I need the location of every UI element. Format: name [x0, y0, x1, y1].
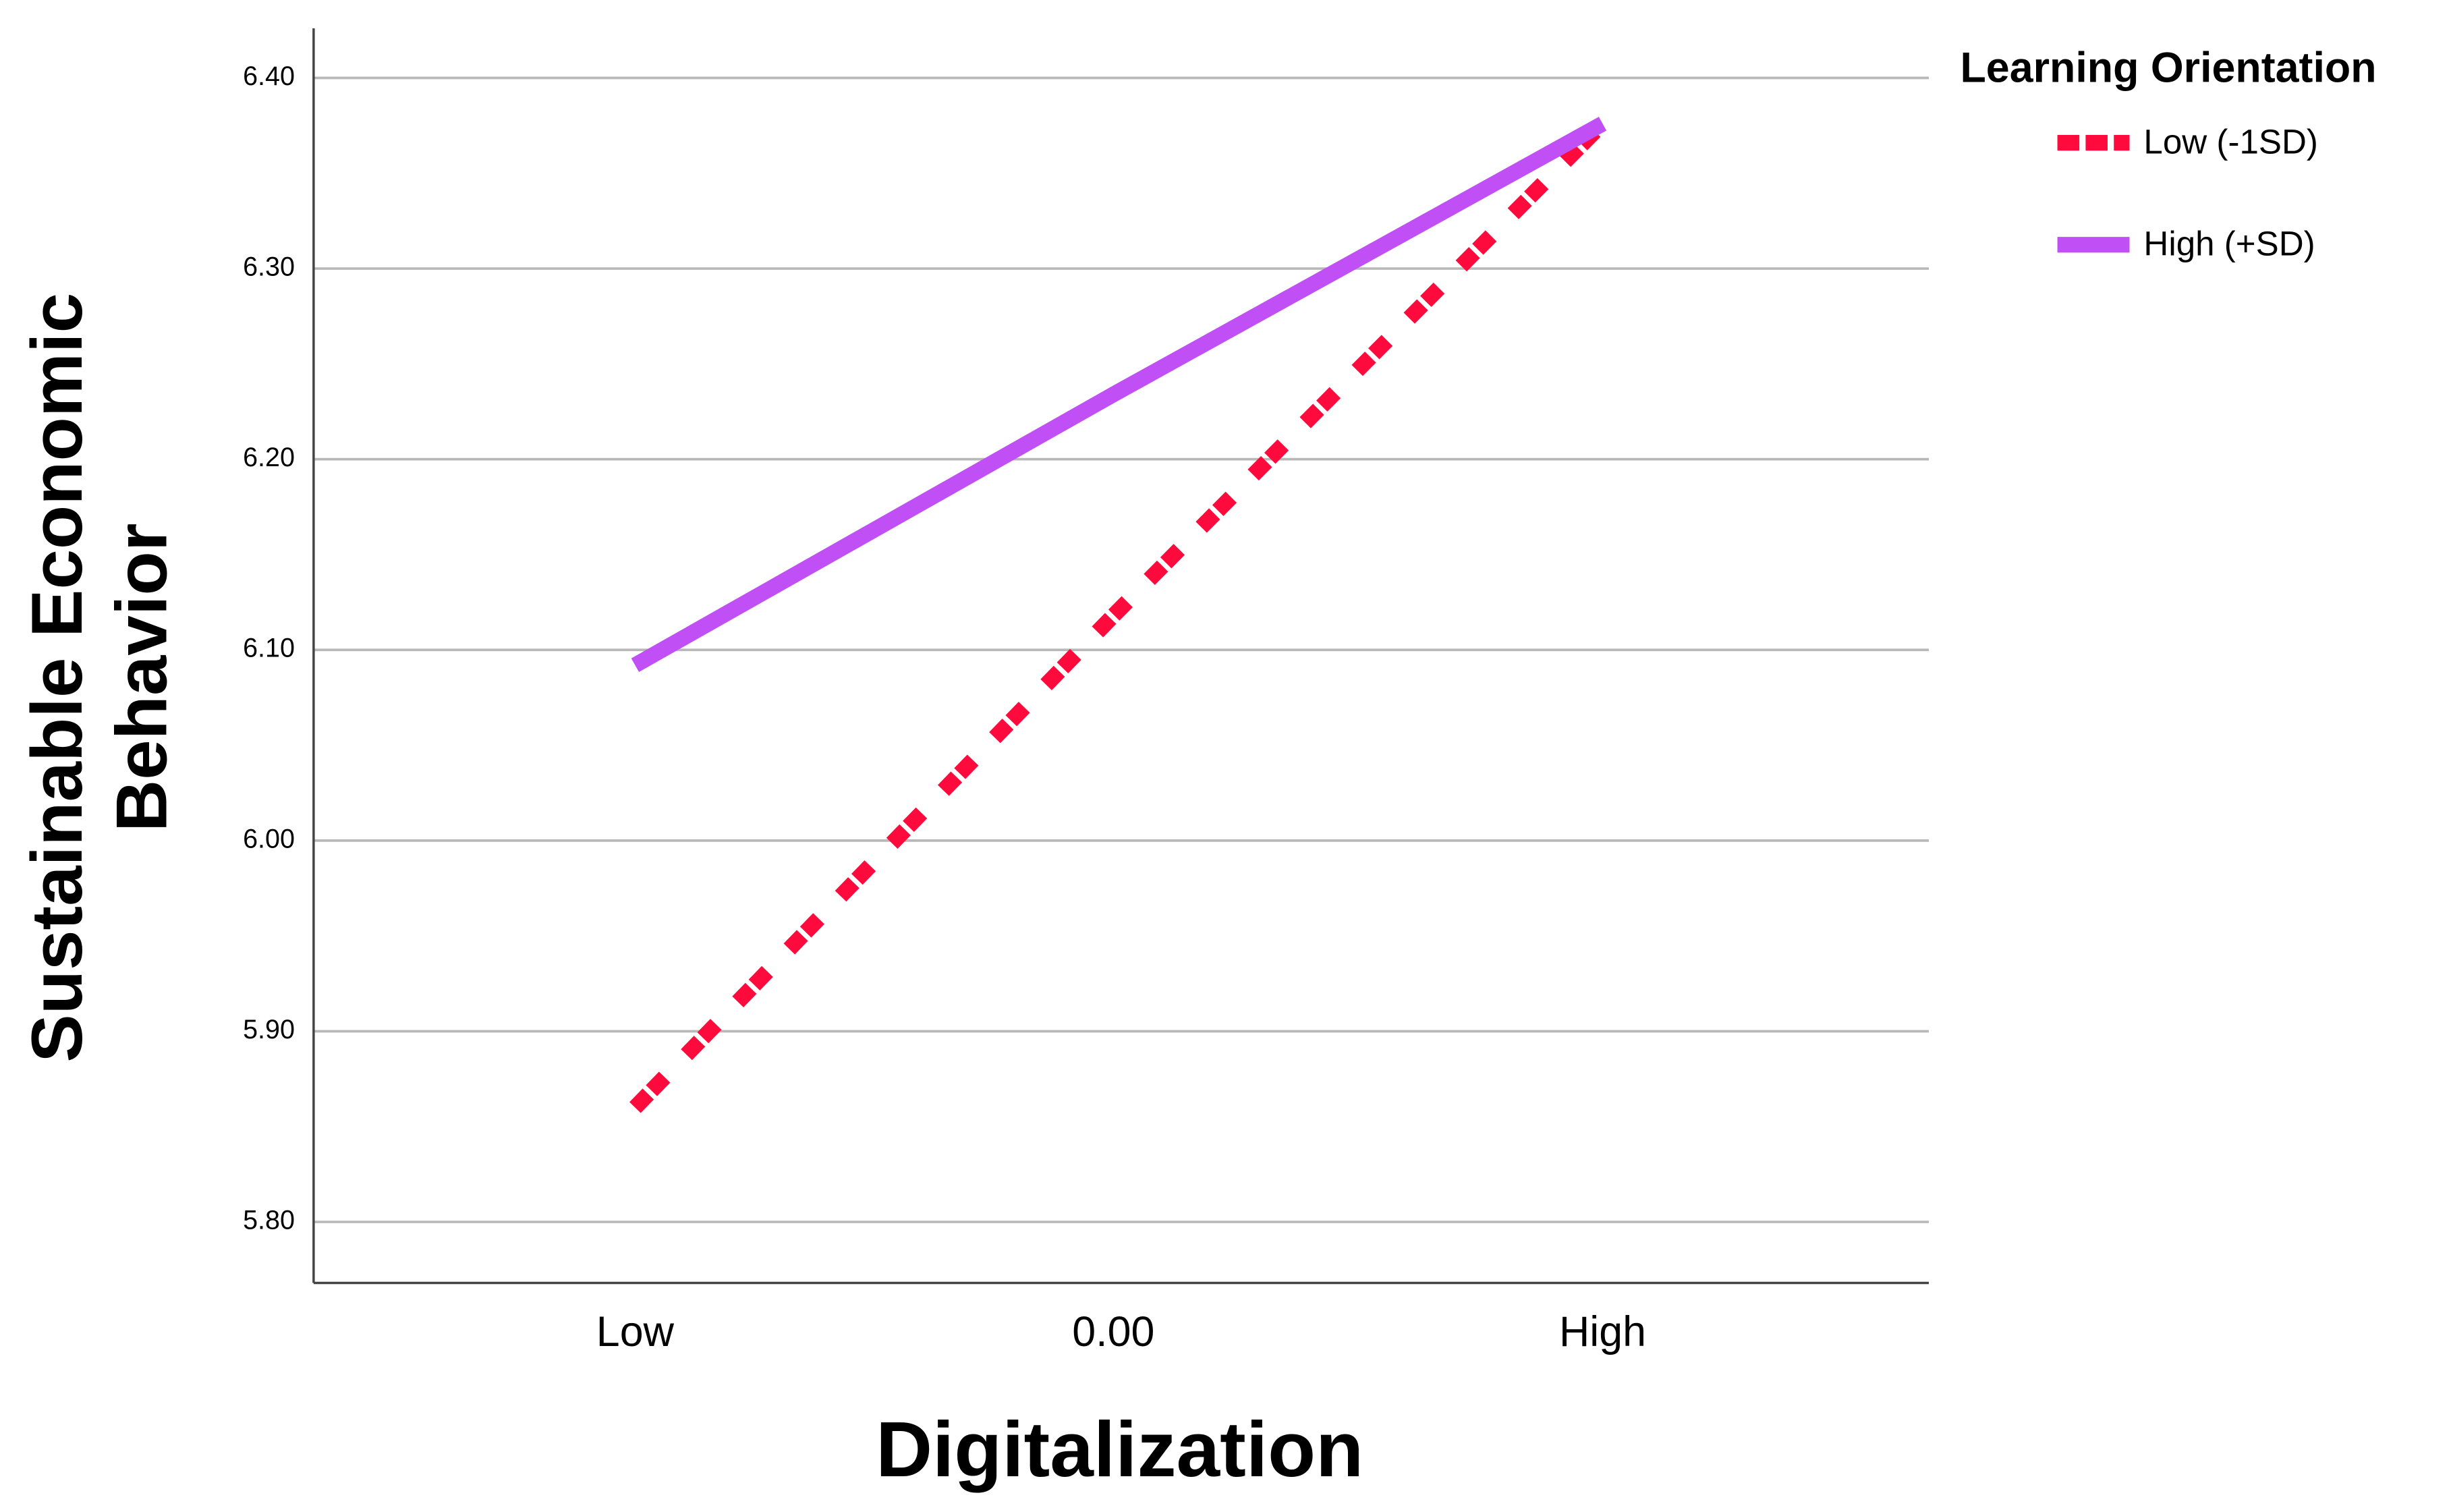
legend-title: Learning Orientation	[1960, 44, 2376, 91]
legend-label: High (+SD)	[2143, 225, 2315, 263]
x-tick-label: Low	[596, 1308, 675, 1355]
y-axis-title: Sustainable Economic	[16, 293, 97, 1063]
x-axis-title: Digitalization	[876, 1405, 1363, 1493]
y-tick-label: 6.40	[243, 61, 295, 91]
y-tick-label: 6.00	[243, 824, 295, 853]
x-tick-label: High	[1559, 1308, 1646, 1355]
y-tick-label: 6.20	[243, 443, 295, 472]
legend-label: Low (-1SD)	[2143, 122, 2318, 161]
y-axis-title: Behavior	[101, 524, 182, 832]
series-line	[631, 117, 1607, 672]
y-tick-label: 6.30	[243, 252, 295, 282]
y-tick-label: 6.10	[243, 634, 295, 663]
y-tick-label: 5.90	[243, 1015, 295, 1044]
y-tick-label: 5.80	[243, 1205, 295, 1235]
series-line	[629, 118, 1608, 1113]
x-tick-label: 0.00	[1072, 1308, 1154, 1355]
